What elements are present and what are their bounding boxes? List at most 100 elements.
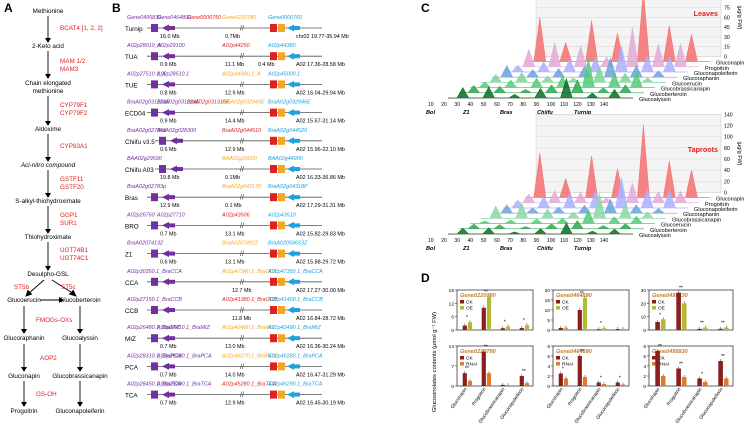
series-label: Glucoberteroin [650, 228, 687, 234]
accession-label: MIZ [125, 336, 136, 343]
series-label: Glucobrassicanapin [672, 217, 721, 223]
gene-label: A02p43510 [267, 212, 296, 218]
group-label: Z1 [462, 110, 470, 116]
z-tick-label: 120 [724, 124, 733, 130]
bar [620, 328, 626, 330]
gene-box-red [270, 362, 277, 371]
enzyme-cyp79f1: CYP79F1 [60, 102, 88, 109]
x-tick-label: 90 [534, 238, 540, 244]
bar [486, 373, 492, 386]
enzyme-gstf11: GSTF11 [60, 176, 84, 183]
group-label: Turnip [574, 246, 592, 252]
gene-arrow-blue-body [294, 110, 300, 115]
gene-arrow-blue [287, 250, 294, 258]
panel-label-d: D [421, 271, 430, 285]
break-mark: // [240, 223, 244, 230]
bar-y-axis-label: Glucosinolates contents (μmol g⁻¹ FW) [432, 312, 438, 412]
bar [596, 329, 601, 330]
y-tick-label: 18 [449, 288, 455, 294]
gene-arrow-purple [162, 391, 169, 399]
gene-label: A02p26760 [126, 212, 155, 218]
break-mark: // [240, 336, 244, 343]
region-label: A02 17.29-31.31 Mb [296, 203, 345, 209]
gene-arrow-blue-body [294, 195, 300, 200]
legend-label-2: RNAi [562, 362, 573, 368]
compound-thiohydroximate: Thiohydroximate [25, 234, 72, 241]
significance-mark: * [600, 376, 602, 382]
bar [655, 351, 660, 386]
gene-arrow-blue-body [294, 223, 300, 228]
group-label: Bras [500, 246, 512, 252]
gene-box-purple [151, 277, 158, 286]
series-label: Glucobrassicanapin [661, 87, 710, 93]
gene-label: Gene0000760 [268, 15, 302, 21]
x-tick-label: 140 [600, 102, 609, 108]
legend-label-2: OE [658, 306, 665, 312]
enzyme-st5b: ST5b [14, 284, 30, 291]
y-tick-label: 10 [641, 315, 647, 321]
gene-label: A02p45290.1_BraTCA [267, 382, 323, 388]
significance-mark: ** [700, 321, 704, 327]
significance-mark: * [701, 372, 703, 378]
gene-arrow-purple-body [177, 138, 183, 143]
gene-box-purple [159, 136, 166, 145]
distance-label: 0.7 Mb [160, 372, 176, 378]
distance-label: 16.0 Mb [160, 34, 179, 40]
distance-label: 12.9 Mb [225, 401, 244, 407]
gene-arrow-purple [162, 250, 169, 258]
bar [519, 376, 524, 386]
break-mark: // [240, 54, 244, 61]
legend-swatch-2 [652, 362, 656, 366]
gene-label: A02p28510.1 [156, 71, 189, 77]
series-label: Glucoalyssin [639, 233, 671, 239]
z-tick-label: 20 [724, 179, 730, 185]
pathway-enzymes: BCAT4 [1, 2, 2] MAM 1/2 MAM3 CYP79F1 CYP… [14, 25, 103, 398]
y-tick-label: 14 [449, 344, 455, 350]
distance-label: 0.8 Mb [160, 90, 176, 96]
y-tick-label: 0 [643, 328, 646, 334]
gene-label: BraA02074132 [127, 241, 163, 247]
legend-swatch-2 [460, 362, 464, 366]
gene-box-red [270, 136, 277, 145]
gene-box-red [270, 249, 277, 258]
significance-mark: ** [679, 286, 683, 292]
bar [655, 322, 660, 330]
bar [500, 328, 505, 330]
series-label: Gluconapoleiferin [694, 207, 738, 213]
distance-label: 0.9 Mb [160, 62, 176, 68]
distance-label: 0.7 Mb [160, 231, 176, 237]
gene-label: Gene0220780 [222, 15, 256, 21]
gene-label: A02p43506 [221, 212, 250, 218]
bar [697, 328, 702, 330]
bar [577, 356, 582, 386]
x-tick-label: 50 [481, 102, 487, 108]
bar [582, 298, 588, 330]
distance-label: 12.9 Mb [225, 90, 244, 96]
z-tick-label: 80 [724, 146, 730, 152]
distance-label: 13.1 Mb [225, 260, 244, 266]
break-mark: // [240, 110, 244, 117]
gene-label: BraA02g028300 [157, 128, 196, 134]
break-mark: // [240, 138, 244, 145]
gene-box-red [270, 334, 277, 343]
z-tick-label: 90 [724, 0, 730, 2]
bar [462, 325, 467, 330]
compound-glucobrassicanapin: Glucobrassicanapin [52, 373, 108, 380]
enzyme-mam3: MAM3 [60, 66, 79, 73]
break-mark: // [240, 167, 244, 174]
significance-mark: ** [580, 291, 584, 297]
gene-arrow-blue [287, 221, 294, 229]
compound-keto-acid: 2-Keto acid [32, 43, 64, 50]
chart-title: Taproots [688, 145, 718, 154]
gene-box-red [270, 193, 277, 202]
gene-box-purple [151, 390, 158, 399]
accession-label: TUA [125, 54, 138, 61]
gene-title: Gene0464890 [556, 293, 593, 299]
gene-arrow-purple-body [169, 54, 175, 59]
gene-label: BraA02g027460 [127, 128, 166, 134]
significance-mark: * [619, 376, 621, 382]
gene-arrow-blue [287, 306, 294, 314]
enzyme-gs-oh: GS-OH [36, 391, 57, 398]
gene-box-orange [278, 334, 285, 343]
gene-arrow-blue-body [294, 392, 300, 397]
